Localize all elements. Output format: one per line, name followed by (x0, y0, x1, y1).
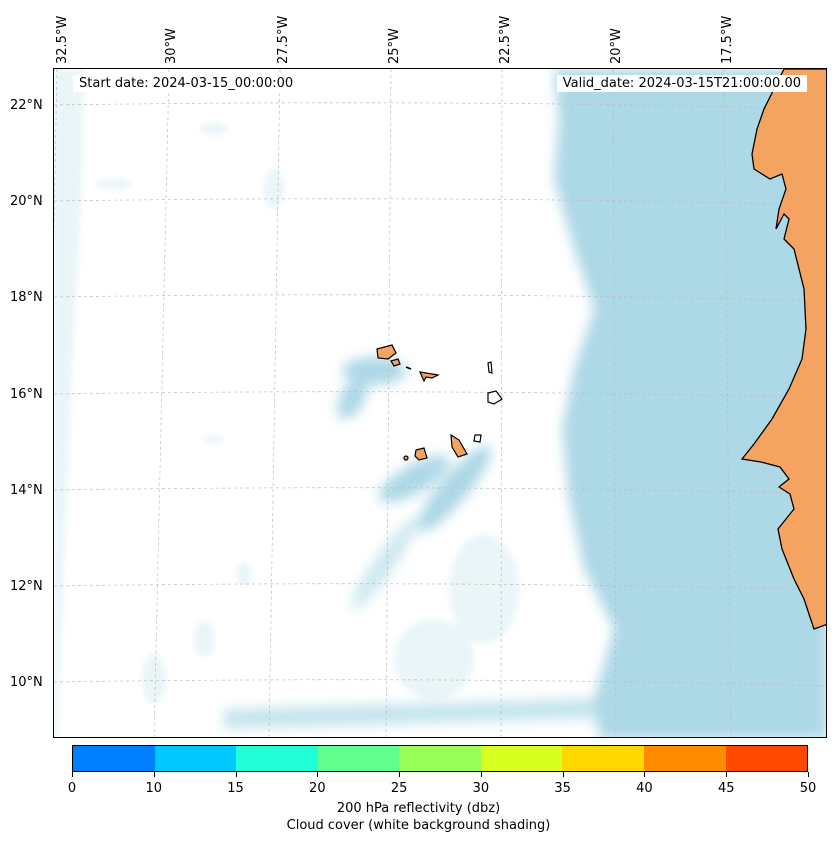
lon-label: 27.5°W (276, 15, 291, 64)
valid-date-label: Valid_date: 2024-03-15T21:00:00.00 (556, 75, 807, 92)
colorbar-label: 200 hPa reflectivity (dbz) (336, 801, 501, 816)
start-date-label: Start date: 2024-03-15_00:00:00 (73, 75, 300, 92)
colorbar-tick-label: 20 (309, 781, 326, 796)
africa-landmass (740, 69, 826, 630)
colorbar-tick-label: 50 (799, 781, 817, 796)
lat-label: 10°N (10, 675, 43, 690)
colorbar-sublabel: Cloud cover (white background shading) (286, 818, 551, 833)
colorbar-segment (236, 746, 318, 771)
lon-label: 22.5°W (498, 15, 513, 64)
map-panel[interactable] (53, 68, 827, 738)
colorbar-tick (399, 772, 401, 777)
colorbar-segment (399, 746, 481, 771)
colorbar-segment (725, 746, 808, 771)
colorbar-tick-label: 15 (227, 781, 244, 796)
colorbar (72, 745, 808, 772)
colorbar-tick-label: 10 (145, 781, 163, 796)
colorbar-tick (153, 772, 155, 777)
lat-label: 18°N (10, 290, 43, 305)
cloud-mass (224, 69, 826, 737)
colorbar-tick (562, 772, 564, 777)
graticule (54, 69, 826, 737)
cloud-wisps (54, 69, 519, 737)
colorbar-tick-label: 30 (472, 781, 490, 796)
colorbar-tick (644, 772, 646, 777)
colorbar-tick (72, 772, 73, 777)
lat-label: 16°N (10, 387, 43, 402)
lon-label: 20°W (609, 28, 624, 64)
colorbar-segment (317, 746, 400, 771)
colorbar-tick-label: 0 (67, 781, 77, 796)
colorbar-tick-label: 25 (390, 781, 408, 796)
lat-label: 22°N (10, 98, 43, 113)
lon-label: 17.5°W (720, 15, 735, 64)
colorbar-tick (808, 772, 809, 777)
colorbar-tick (726, 772, 728, 777)
lat-label: 14°N (10, 483, 43, 498)
colorbar-tick (480, 772, 482, 777)
lon-label: 32.5°W (55, 15, 70, 64)
colorbar-tick-label: 40 (636, 781, 653, 796)
lon-label: 25°W (387, 28, 402, 64)
colorbar-tick (317, 772, 319, 777)
lon-label: 30°W (164, 28, 179, 64)
cape-verde-islands (376, 344, 503, 461)
lat-label: 20°N (10, 194, 43, 209)
colorbar-segment (73, 746, 155, 771)
colorbar-segment (643, 746, 726, 771)
lat-label: 12°N (10, 579, 43, 594)
map-canvas (54, 69, 826, 737)
colorbar-segment (154, 746, 237, 771)
colorbar-tick-label: 45 (717, 781, 735, 796)
colorbar-tick (235, 772, 237, 777)
colorbar-tick-label: 35 (554, 781, 571, 796)
colorbar-segment (562, 746, 644, 771)
colorbar-segment (480, 746, 563, 771)
